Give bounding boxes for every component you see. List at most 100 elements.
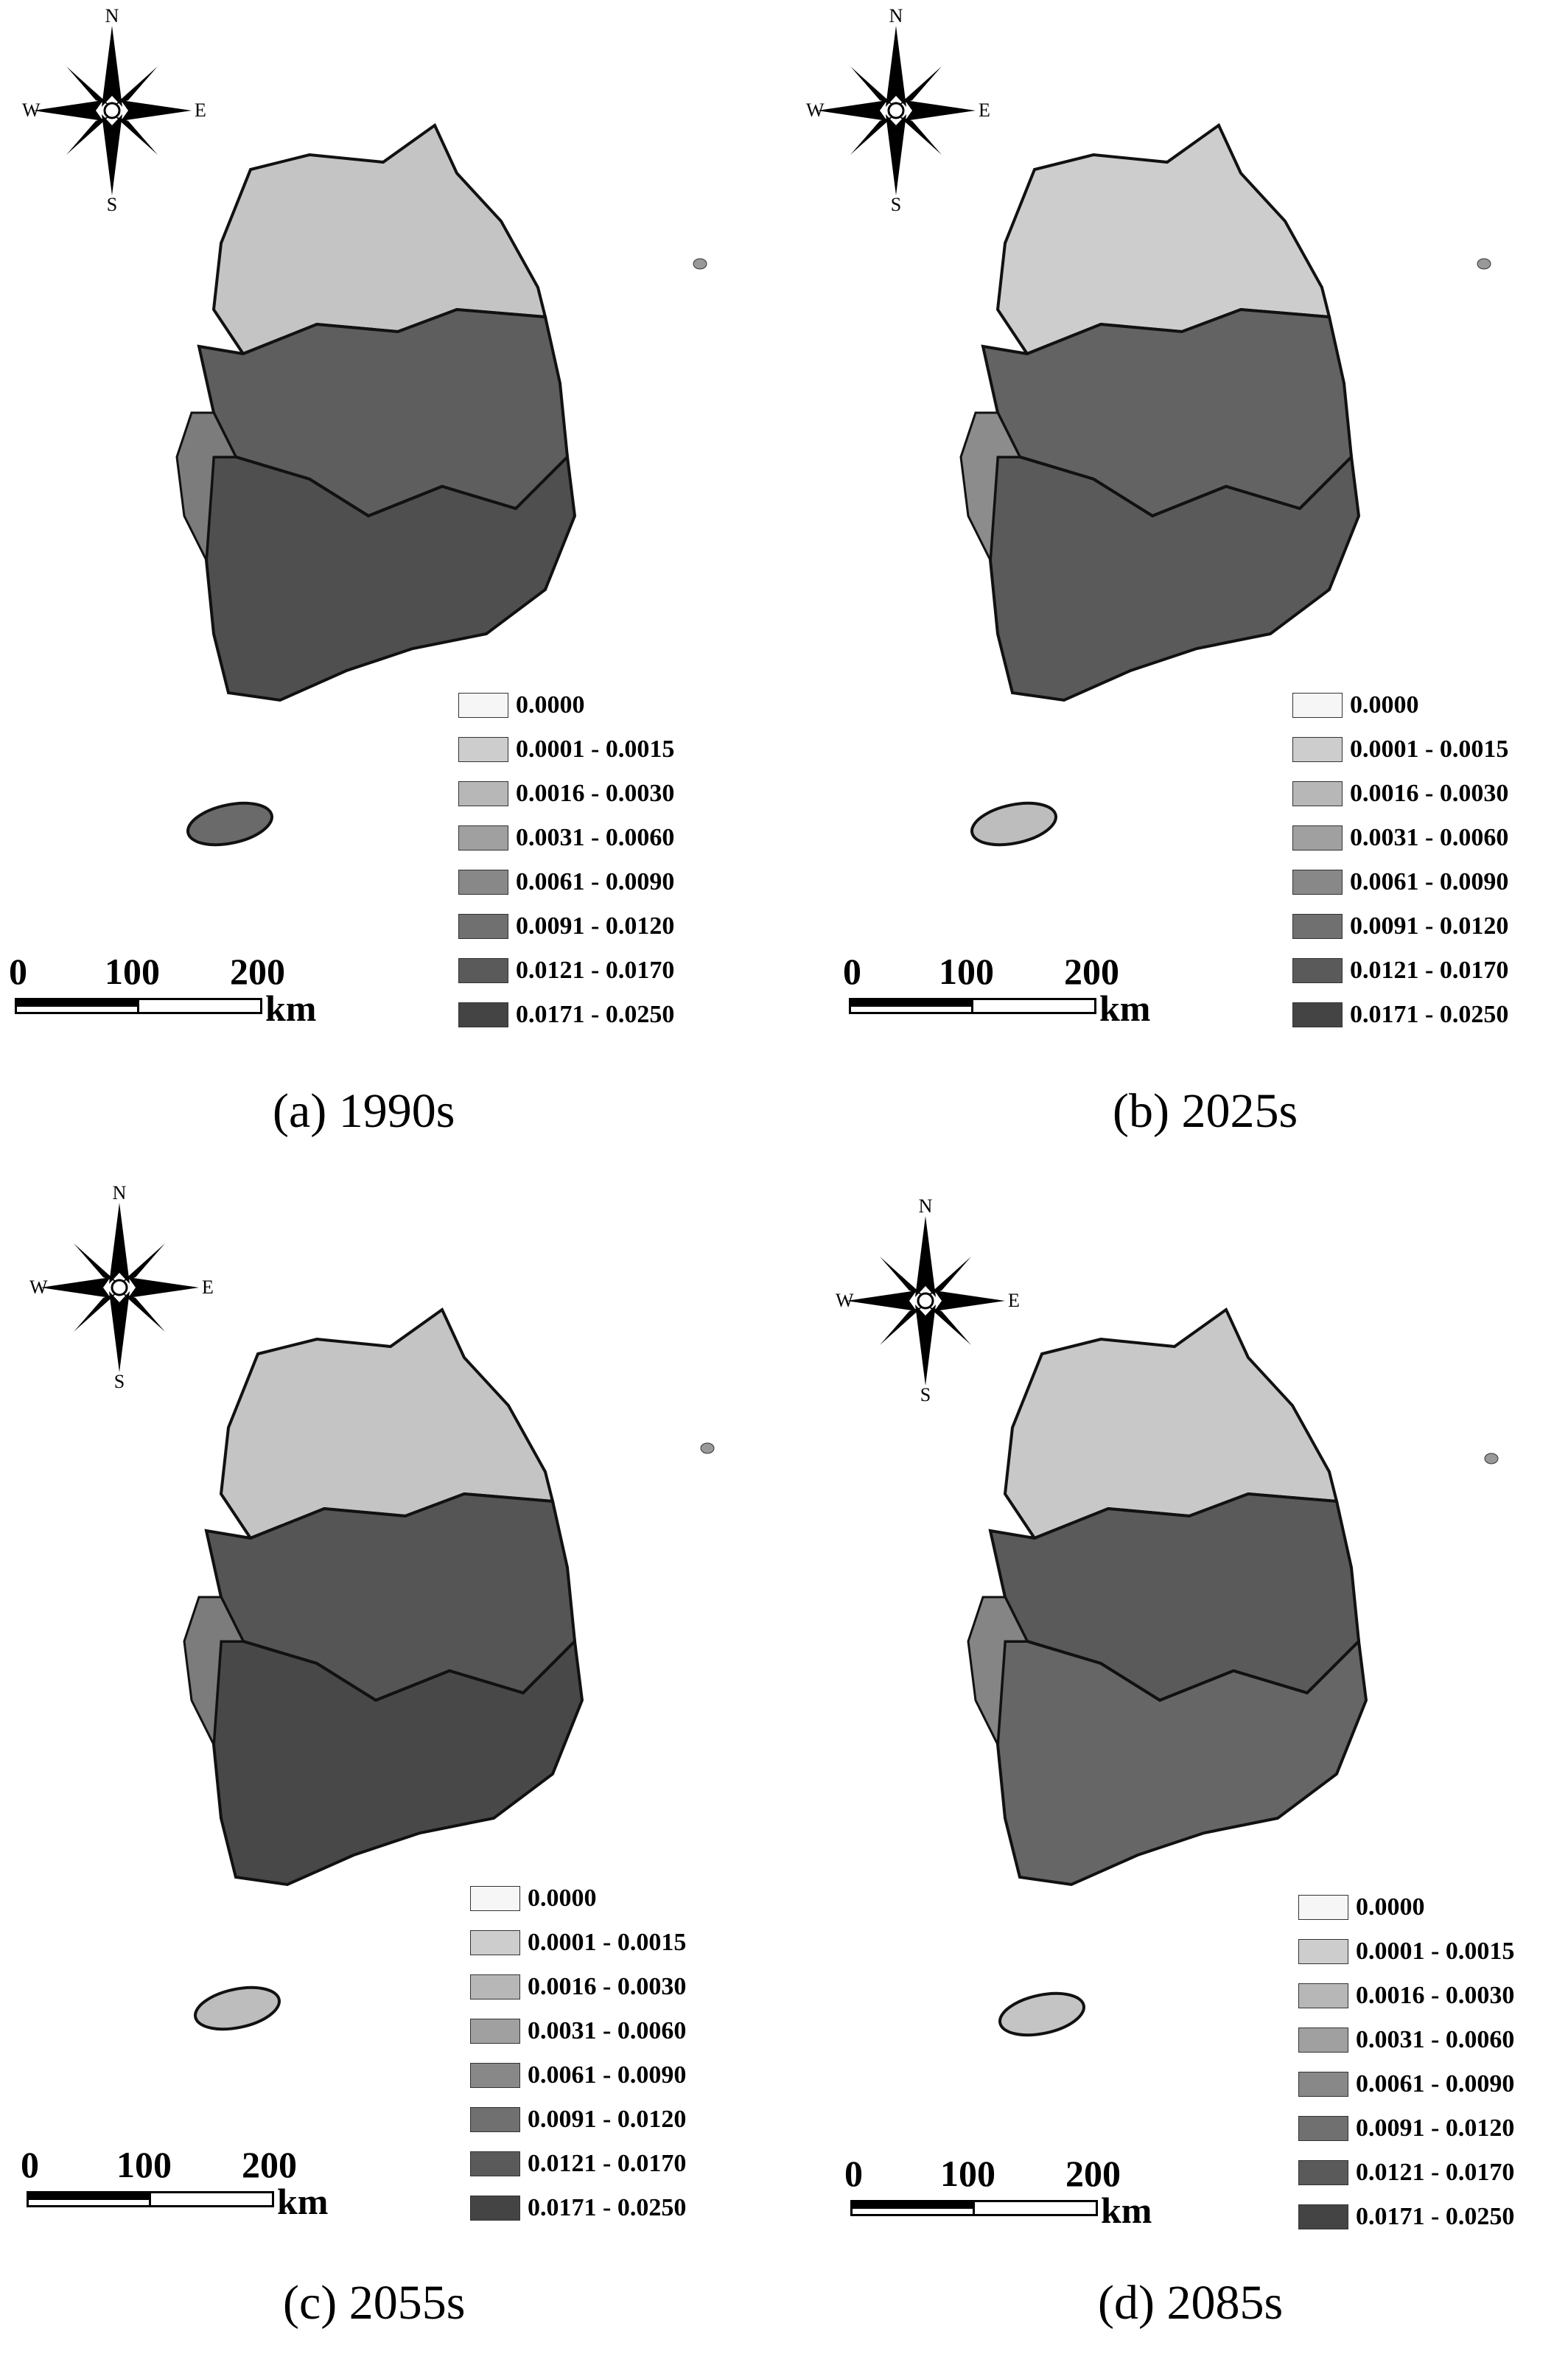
- legend-label: 0.0091 - 0.0120: [1350, 912, 1509, 940]
- map-c: [183, 1307, 715, 2031]
- jeju-island: [186, 801, 273, 847]
- legend-label: 0.0121 - 0.0170: [528, 2150, 687, 2177]
- legend-swatch: [470, 2063, 520, 2088]
- legend-label: 0.0000: [1356, 1893, 1425, 1921]
- compass-south-label: S: [114, 1371, 125, 1391]
- compass-east-label: E: [195, 99, 206, 121]
- jeju-island: [998, 1991, 1085, 2037]
- legend-swatch: [1292, 914, 1343, 939]
- legend-swatch: [470, 1930, 520, 1955]
- legend-label: 0.0121 - 0.0170: [1356, 2159, 1515, 2186]
- legend-swatch: [470, 1974, 520, 1999]
- legend-swatch: [1292, 958, 1343, 983]
- compass-rose-icon: N S W E: [806, 7, 990, 214]
- scale-bar: 0 100 200 km: [21, 2144, 345, 2225]
- legend-label: 0.0061 - 0.0090: [1350, 868, 1509, 895]
- region-south: [988, 453, 1361, 702]
- legend-swatch: [458, 1002, 508, 1027]
- legend-swatch: [470, 2196, 520, 2221]
- compass-rose-icon: N S W E: [22, 7, 206, 214]
- scale-bar-segment-second: [137, 998, 262, 1014]
- region-south: [995, 1638, 1368, 1887]
- scale-unit: km: [1101, 2190, 1152, 2231]
- legend-swatch: [470, 2019, 520, 2044]
- korea-map-d: [967, 1307, 1499, 2037]
- scale-tick-200: 200: [242, 2144, 297, 2185]
- region-south: [211, 1638, 584, 1887]
- compass-south-label: S: [891, 194, 901, 214]
- compass-west-label: W: [29, 1276, 48, 1298]
- legend-swatch: [470, 2151, 520, 2176]
- legend-swatch: [458, 958, 508, 983]
- compass-south-label: S: [920, 1384, 931, 1404]
- legend-swatch: [1298, 2160, 1348, 2185]
- legend-swatch: [1292, 870, 1343, 895]
- region-west: [967, 1596, 1029, 1749]
- scale-tick-100: 100: [939, 951, 994, 992]
- legend-label: 0.0061 - 0.0090: [528, 2061, 687, 2089]
- legend-label: 0.0001 - 0.0015: [516, 736, 675, 763]
- compass-east-label: E: [202, 1276, 214, 1298]
- panel-b: N S W E 0.0000 0.0001 - 0.0015 0.0016 - …: [784, 0, 1568, 1177]
- legend-label: 0.0061 - 0.0090: [1356, 2070, 1515, 2098]
- scale-tick-200: 200: [1065, 2153, 1121, 2194]
- region-west: [183, 1596, 245, 1749]
- region-south: [204, 453, 577, 702]
- legend-swatch: [1292, 693, 1343, 718]
- legend-swatch: [1298, 2028, 1348, 2053]
- scale-bar: 0 100 200 km: [9, 951, 333, 1032]
- legend-label: 0.0001 - 0.0015: [528, 1929, 687, 1956]
- scale-bar-segment-black: [27, 2191, 152, 2200]
- ulleung-island: [700, 1442, 715, 1454]
- ulleung-island: [693, 258, 707, 270]
- legend-swatch: [1292, 1002, 1343, 1027]
- legend-swatch: [458, 781, 508, 806]
- legend-swatch: [1298, 1895, 1348, 1920]
- panel-caption: (a) 1990s: [273, 1084, 455, 1138]
- legend-swatch: [470, 2107, 520, 2132]
- compass-north-label: N: [105, 7, 119, 27]
- scale-tick-0: 0: [843, 951, 861, 992]
- legend-swatch: [1298, 1983, 1348, 2008]
- legend-swatch: [1298, 2072, 1348, 2097]
- legend-label: 0.0031 - 0.0060: [1356, 2026, 1515, 2053]
- scale-bar-segment-second: [973, 2200, 1098, 2216]
- region-west: [959, 411, 1022, 565]
- panel-caption: (c) 2055s: [283, 2276, 466, 2330]
- korea-map-b: [959, 122, 1491, 847]
- compass-south-label: S: [107, 194, 117, 214]
- jeju-island: [194, 1985, 281, 2031]
- legend-label: 0.0016 - 0.0030: [516, 780, 675, 807]
- scale-bar-segment-black: [15, 998, 140, 1007]
- scale-bar-segment-second: [971, 998, 1096, 1014]
- panel-caption: (d) 2085s: [1098, 2276, 1284, 2330]
- compass-north-label: N: [919, 1198, 933, 1217]
- legend-label: 0.0171 - 0.0250: [1356, 2203, 1515, 2230]
- scale-tick-0: 0: [844, 2153, 863, 2194]
- legend-label: 0.0000: [516, 691, 585, 719]
- scale-unit: km: [1099, 988, 1151, 1029]
- legend-label: 0.0061 - 0.0090: [516, 868, 675, 895]
- legend-label: 0.0171 - 0.0250: [516, 1001, 675, 1028]
- compass-east-label: E: [1008, 1290, 1020, 1311]
- compass-west-label: W: [806, 99, 825, 121]
- legend-swatch: [458, 693, 508, 718]
- ulleung-island: [1484, 1453, 1499, 1464]
- panel-a: N S W E 0.0000 0.0001 - 0.0015 0.0016 - …: [0, 0, 784, 1177]
- legend-label: 0.0171 - 0.0250: [1350, 1001, 1509, 1028]
- scale-tick-100: 100: [116, 2144, 172, 2185]
- scale-bar-segment-second: [149, 2191, 274, 2207]
- korea-map-a: [175, 122, 707, 847]
- scale-bar-segment-black: [850, 2200, 976, 2209]
- scale-tick-0: 0: [21, 2144, 39, 2185]
- panel-d: N S W E 0.0000 0.0001 - 0.0015 0.0016 - …: [784, 1177, 1568, 2354]
- legend-label: 0.0031 - 0.0060: [1350, 824, 1509, 851]
- jeju-island: [970, 801, 1057, 847]
- korea-map-c: [183, 1307, 715, 2031]
- legend-swatch: [1292, 781, 1343, 806]
- legend-label: 0.0001 - 0.0015: [1350, 736, 1509, 763]
- scale-tick-100: 100: [105, 951, 160, 992]
- scale-tick-200: 200: [1064, 951, 1119, 992]
- compass-north-label: N: [113, 1184, 127, 1204]
- legend-swatch: [1298, 1939, 1348, 1964]
